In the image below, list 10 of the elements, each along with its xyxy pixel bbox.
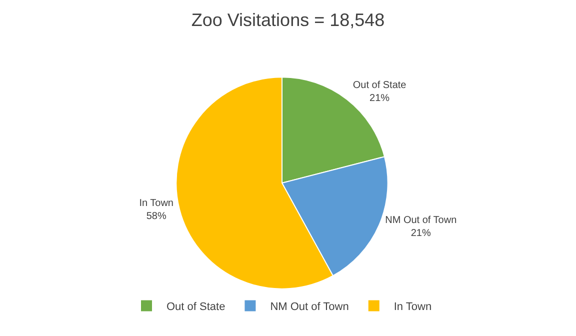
data-label: 21% (410, 228, 431, 239)
slice-label: Out of State (352, 80, 407, 91)
data-label: 21% (370, 92, 390, 104)
chart-title: Zoo Visitations = 18,548 (191, 10, 385, 30)
legend-label: Out of State (166, 301, 226, 314)
slice-label: NM Out of Town (385, 214, 457, 226)
legend-label: NM Out of Town (270, 301, 349, 314)
slice-label: In Town (139, 198, 174, 210)
legend-label: In Town (394, 301, 432, 314)
data-label: 58% (146, 211, 166, 222)
